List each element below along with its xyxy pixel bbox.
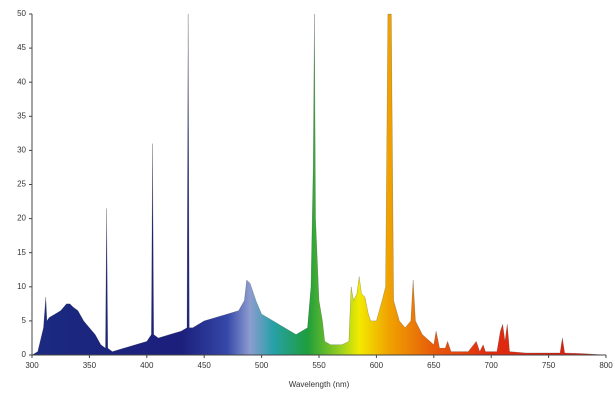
x-tick-label: 700 bbox=[485, 361, 499, 370]
x-tick-label: 350 bbox=[83, 361, 97, 370]
x-tick-label: 550 bbox=[312, 361, 326, 370]
x-tick-label: 600 bbox=[370, 361, 384, 370]
x-tick-label: 300 bbox=[25, 361, 39, 370]
x-tick-label: 500 bbox=[255, 361, 269, 370]
y-tick-label: 25 bbox=[17, 180, 26, 189]
y-tick-label: 0 bbox=[22, 350, 27, 359]
y-tick-label: 45 bbox=[17, 43, 26, 52]
x-axis-label: Wavelength (nm) bbox=[289, 380, 350, 389]
spectrum-area bbox=[31, 13, 607, 356]
y-tick-label: 5 bbox=[22, 316, 27, 325]
y-tick-label: 20 bbox=[17, 214, 26, 223]
y-tick-label: 35 bbox=[17, 111, 26, 120]
y-tick-label: 30 bbox=[17, 146, 26, 155]
y-tick-label: 50 bbox=[17, 9, 26, 18]
x-tick-label: 400 bbox=[140, 361, 154, 370]
x-tick-label: 800 bbox=[599, 361, 613, 370]
y-tick-label: 10 bbox=[17, 282, 26, 291]
x-tick-label: 750 bbox=[542, 361, 556, 370]
x-tick-label: 650 bbox=[427, 361, 441, 370]
y-tick-label: 40 bbox=[17, 77, 26, 86]
y-tick-label: 15 bbox=[17, 248, 26, 257]
x-tick-label: 450 bbox=[198, 361, 212, 370]
